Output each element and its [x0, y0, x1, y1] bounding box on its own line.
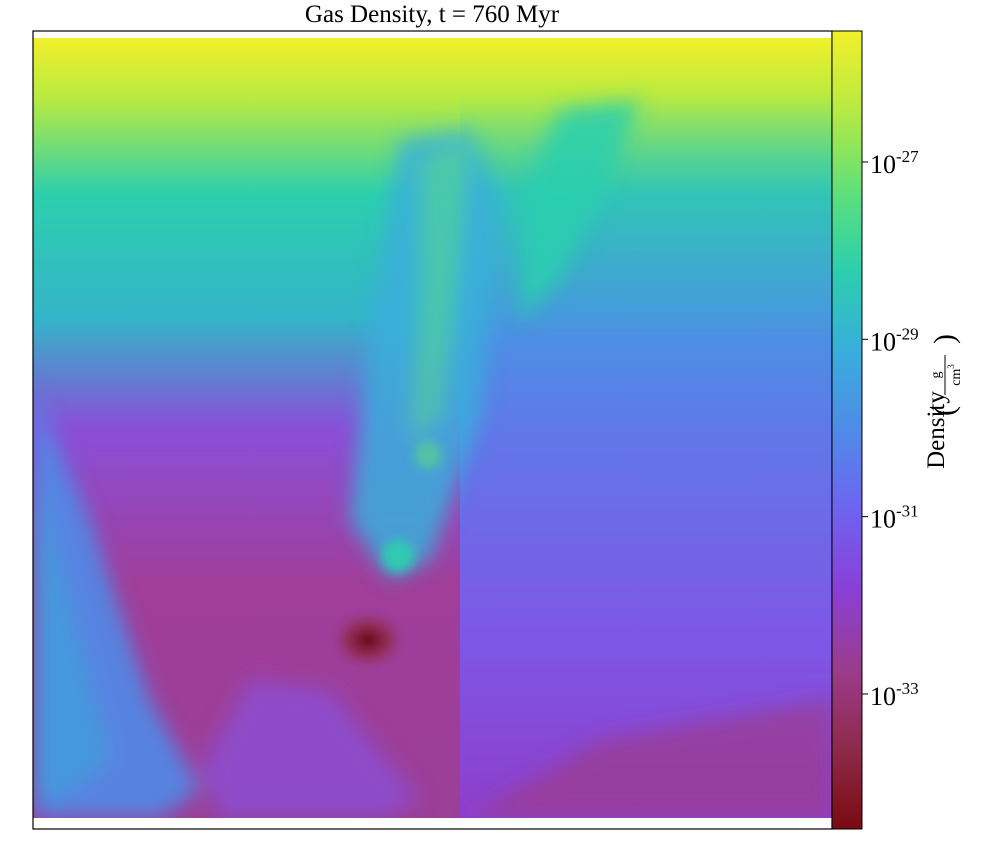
unit-exponent: 3 [946, 364, 956, 369]
chart-title: Gas Density, t = 760 Myr [305, 1, 560, 28]
svg-text:): ) [928, 334, 961, 344]
colorbar-tick-label: 10-29 [870, 324, 919, 356]
colorbar: 10-27 10-29 10-31 10-33 Density ( ) g cm3 [831, 30, 964, 830]
colorbar-tick-label: 10-31 [870, 502, 919, 534]
svg-text:cm3: cm3 [946, 364, 964, 386]
colorbar-label: Density [923, 391, 950, 469]
heatmap-field [33, 38, 832, 818]
unit-denominator: cm [949, 369, 964, 386]
colorbar-tick-label: 10-33 [870, 679, 919, 711]
svg-text:(: ( [928, 406, 961, 416]
unit-numerator: g [929, 372, 944, 379]
colorbar-unit: ( ) g cm3 [928, 334, 964, 416]
colorbar-tick-label: 10-27 [870, 147, 919, 179]
